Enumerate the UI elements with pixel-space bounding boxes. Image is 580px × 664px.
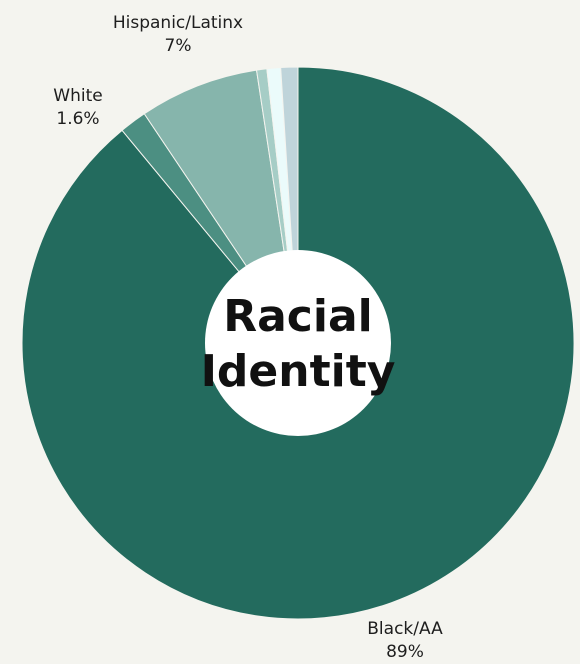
slice-value-hispanic-latinx: 7% (165, 36, 192, 56)
slice-label-hispanic-latinx: Hispanic/Latinx (113, 13, 243, 33)
center-title-racial: Racial (223, 291, 373, 342)
center-title-line-2: Identity (201, 346, 396, 397)
slice-value-white: 1.6% (56, 109, 99, 129)
slice-label-white: White (53, 86, 102, 106)
slice-value-black-aa: 89% (386, 642, 424, 662)
center-title-identity: Identity (201, 346, 396, 397)
slice-labels: Black/AA 89% White 1.6% Hispanic/Latinx 7% (53, 13, 443, 662)
center-title-line-1: Racial (223, 291, 373, 342)
donut-center (205, 250, 391, 436)
slice-label-black-aa: Black/AA (367, 619, 443, 639)
